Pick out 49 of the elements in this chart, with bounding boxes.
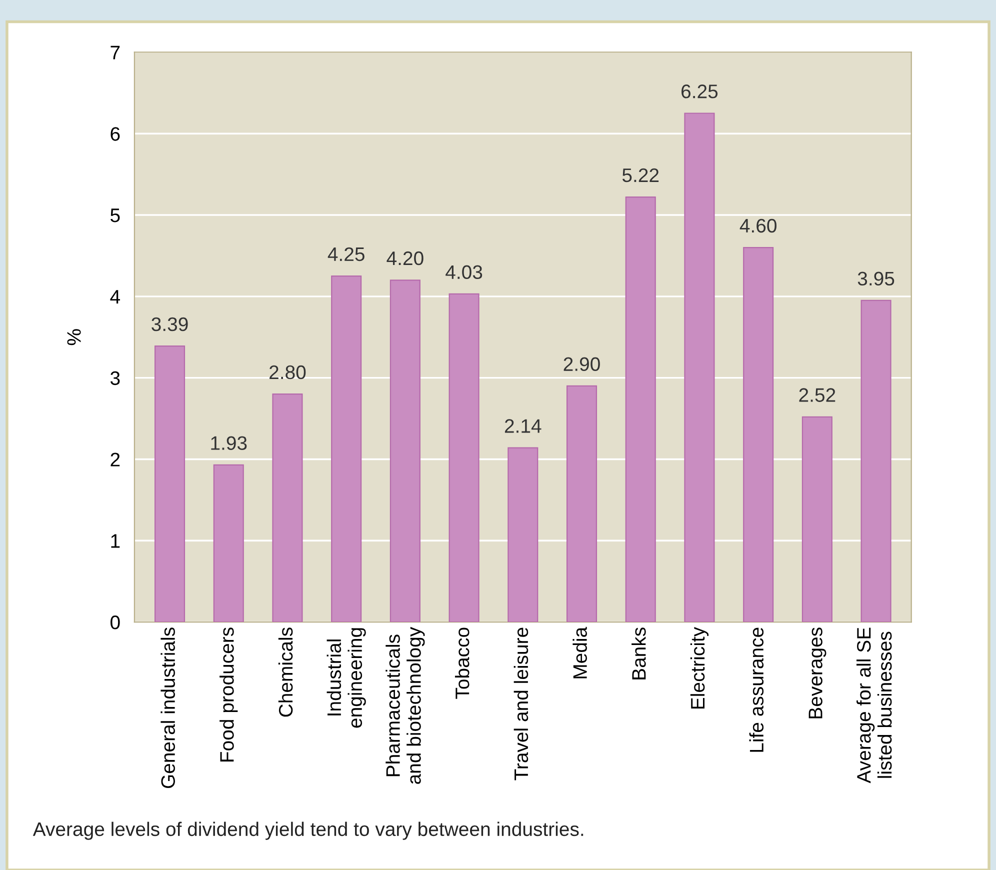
x-tick-label: Tobacco (454, 628, 470, 699)
y-tick-label: 4 (110, 290, 120, 304)
bar (272, 394, 303, 622)
data-label: 2.90 (564, 357, 600, 372)
bar (802, 416, 832, 622)
data-label: 2.14 (504, 419, 542, 433)
y-tick-label: 5 (110, 208, 120, 222)
x-tick-label: Life assurance (749, 628, 764, 752)
data-label: 3.39 (152, 317, 188, 332)
data-label: 5.22 (622, 168, 659, 182)
x-tick-label: Electricity (690, 626, 709, 709)
x-tick-label: Travel and leisure (514, 628, 528, 780)
bar (625, 196, 656, 622)
data-label: 4.25 (328, 247, 364, 262)
y-axis-title: % (67, 329, 81, 346)
data-label: 4.20 (386, 251, 424, 266)
y-tick-label: 0 (110, 616, 120, 630)
data-label: 4.60 (740, 218, 776, 233)
bar (331, 276, 362, 622)
y-tick-label: 3 (110, 371, 120, 386)
y-tick-label: 1 (111, 534, 120, 548)
text: Average levels of dividend yield tend to vary between industries. (32, 822, 584, 840)
x-tick-label: Pharmaceuticals and biotechnology (386, 626, 425, 784)
y-tick-label: 2 (110, 452, 120, 466)
x-tick-label: General industrials (160, 628, 175, 788)
bar (390, 280, 420, 622)
data-label: 2.52 (799, 388, 836, 402)
bar (508, 447, 538, 622)
bar (448, 293, 480, 622)
bar (566, 385, 598, 622)
data-label: 6.25 (682, 84, 718, 98)
y-tick-label: 7 (110, 46, 120, 60)
bar (213, 464, 244, 622)
bar (684, 112, 715, 622)
bar (743, 247, 774, 622)
x-tick-label: Industrial engineering (326, 628, 366, 728)
bar (860, 300, 892, 622)
data-label: 3.95 (858, 272, 894, 286)
data-label: 4.03 (446, 265, 482, 280)
x-tick-label: Banks (632, 628, 646, 680)
x-tick-label: Chemicals (278, 628, 293, 717)
y-tick-label: 6 (110, 127, 120, 141)
x-tick-label: Average for all SE listed businesses (856, 628, 892, 784)
bar (154, 346, 186, 622)
x-tick-label: Food producers (220, 628, 238, 762)
x-tick-label: Media (572, 626, 587, 678)
x-tick-label: Beverages (808, 628, 826, 718)
data-label: 2.80 (270, 365, 306, 380)
data-label: 1.93 (211, 436, 247, 450)
